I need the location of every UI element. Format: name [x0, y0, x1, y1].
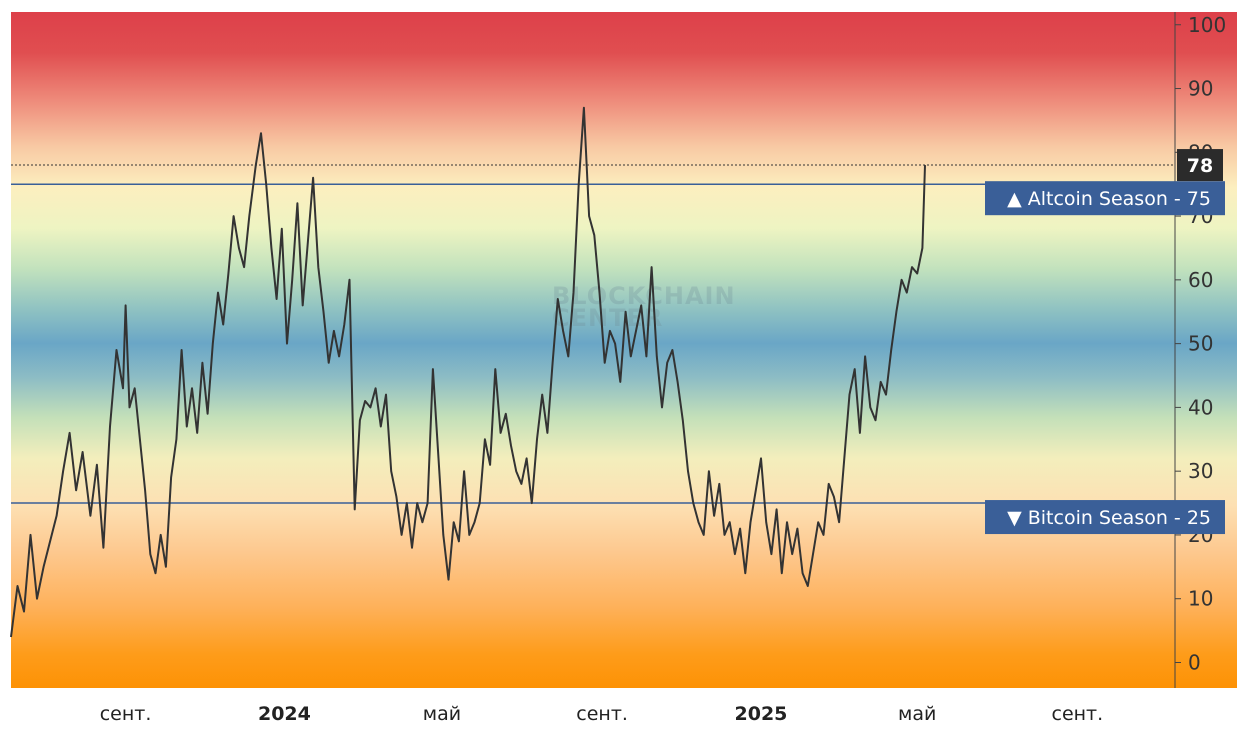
x-tick-label-4: 2025 [735, 703, 788, 725]
x-tick-label-1: 2024 [258, 703, 311, 725]
y-tick-label-50: 50 [1188, 332, 1213, 356]
x-tick-label-0: сент. [100, 703, 152, 725]
x-axis: сент. 2024 май сент. 2025 май сент. [100, 703, 1103, 725]
reference-label-25: ▼ Bitcoin Season - 25 [1007, 507, 1211, 529]
current-value-badge: 78 [1177, 149, 1223, 182]
current-value-box [1177, 149, 1223, 182]
watermark: BLOCKCHAIN CENTER [552, 282, 736, 332]
y-tick-label-40: 40 [1188, 395, 1213, 419]
reference-label-75: ▲ Altcoin Season - 75 [1007, 188, 1211, 210]
reference-label-box-25 [985, 500, 1225, 535]
reference-labels: ▲ Altcoin Season - 75 ▼ Bitcoin Season - … [985, 181, 1225, 535]
y-tick-label-10: 10 [1188, 587, 1213, 611]
x-tick-label-6: сент. [1052, 703, 1104, 725]
y-tick-label-100: 100 [1188, 13, 1226, 37]
x-tick-label-5: май [898, 703, 936, 725]
y-tick-label-60: 60 [1188, 268, 1213, 292]
current-value-label: 78 [1187, 155, 1213, 177]
y-tick-label-90: 90 [1188, 77, 1213, 101]
y-tick-label-0: 0 [1188, 650, 1201, 674]
watermark-line-2: CENTER [552, 304, 663, 332]
reference-lines [11, 183, 1175, 504]
x-tick-label-3: сент. [576, 703, 628, 725]
reference-label-box-75 [985, 181, 1225, 216]
y-tick-label-30: 30 [1188, 459, 1213, 483]
plot-background [11, 12, 1237, 688]
watermark-line-1: BLOCKCHAIN [552, 282, 736, 310]
series-line [10, 106, 926, 638]
x-tick-label-2: май [423, 703, 461, 725]
